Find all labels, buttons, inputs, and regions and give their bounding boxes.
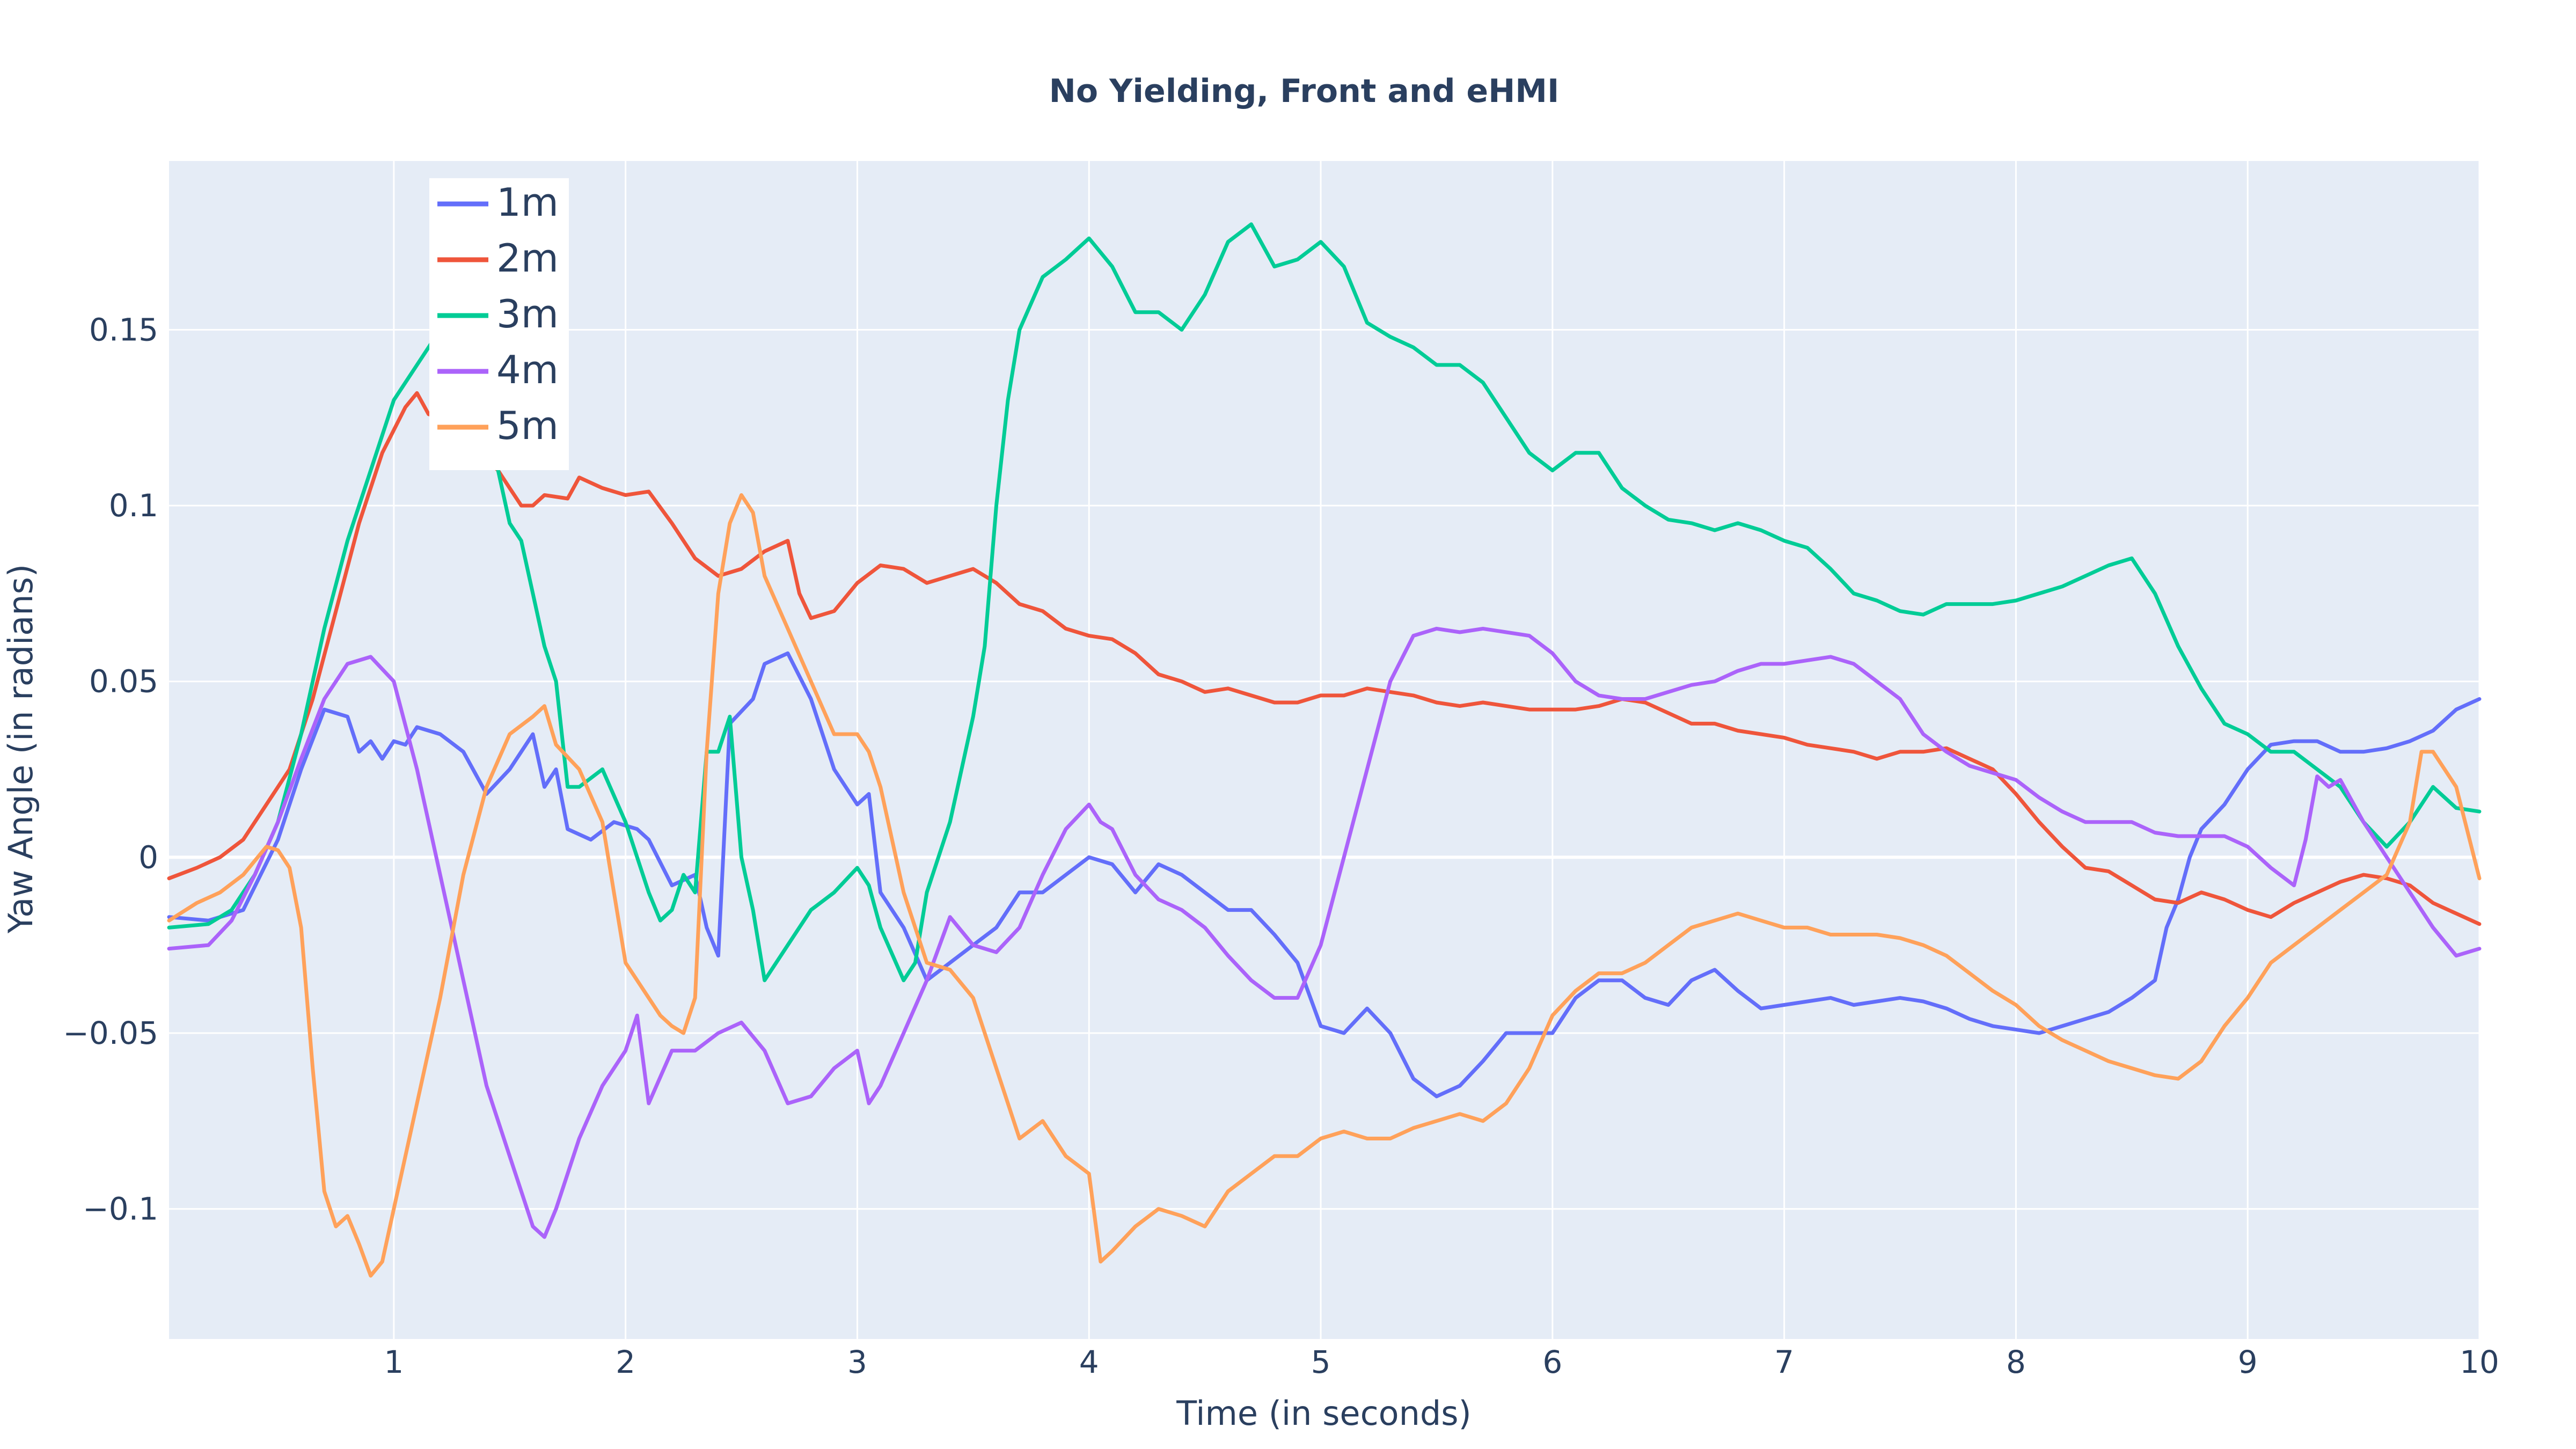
y-tick-label: 0.05 — [89, 663, 158, 700]
series-line-1m — [167, 651, 2482, 1099]
legend-item-2m[interactable]: 2m — [437, 236, 559, 281]
x-tick-label: 3 — [847, 1344, 867, 1380]
series-line-4m — [167, 626, 2482, 1239]
x-axis-ticks: 1 2 3 4 5 6 7 8 9 10 — [384, 1344, 2499, 1380]
legend-item-1m[interactable]: 1m — [437, 180, 559, 225]
y-tick-label: −0.1 — [83, 1191, 158, 1227]
x-tick-label: 10 — [2460, 1344, 2499, 1380]
x-tick-label: 5 — [1311, 1344, 1331, 1380]
x-tick-label: 6 — [1542, 1344, 1562, 1380]
y-tick-label: 0.15 — [89, 312, 158, 348]
legend-label: 5m — [496, 403, 559, 448]
y-axis-ticks: −0.1 −0.05 0 0.05 0.1 0.15 — [63, 312, 158, 1227]
x-axis-title: Time (in seconds) — [1176, 1394, 1471, 1433]
legend[interactable]: 1m 2m 3m 4m 5m — [429, 178, 569, 470]
legend-label: 4m — [496, 347, 559, 392]
legend-item-5m[interactable]: 5m — [437, 403, 559, 448]
x-tick-label: 7 — [1774, 1344, 1794, 1380]
x-tick-label: 2 — [616, 1344, 635, 1380]
legend-label: 1m — [496, 180, 559, 225]
legend-label: 3m — [496, 291, 559, 336]
legend-item-3m[interactable]: 3m — [437, 291, 559, 336]
legend-item-4m[interactable]: 4m — [437, 347, 559, 392]
x-tick-label: 9 — [2238, 1344, 2258, 1380]
y-tick-label: −0.05 — [63, 1015, 158, 1051]
y-axis-title: Yaw Angle (in radians) — [1, 564, 40, 934]
x-tick-label: 1 — [384, 1344, 404, 1380]
x-tick-label: 8 — [2006, 1344, 2026, 1380]
x-tick-label: 4 — [1079, 1344, 1099, 1380]
chart-title: No Yielding, Front and eHMI — [1049, 72, 1560, 110]
legend-box — [429, 178, 569, 470]
y-tick-label: 0 — [138, 839, 158, 875]
legend-label: 2m — [496, 236, 559, 281]
y-tick-label: 0.1 — [109, 487, 158, 524]
series-line-5m — [167, 493, 2482, 1278]
